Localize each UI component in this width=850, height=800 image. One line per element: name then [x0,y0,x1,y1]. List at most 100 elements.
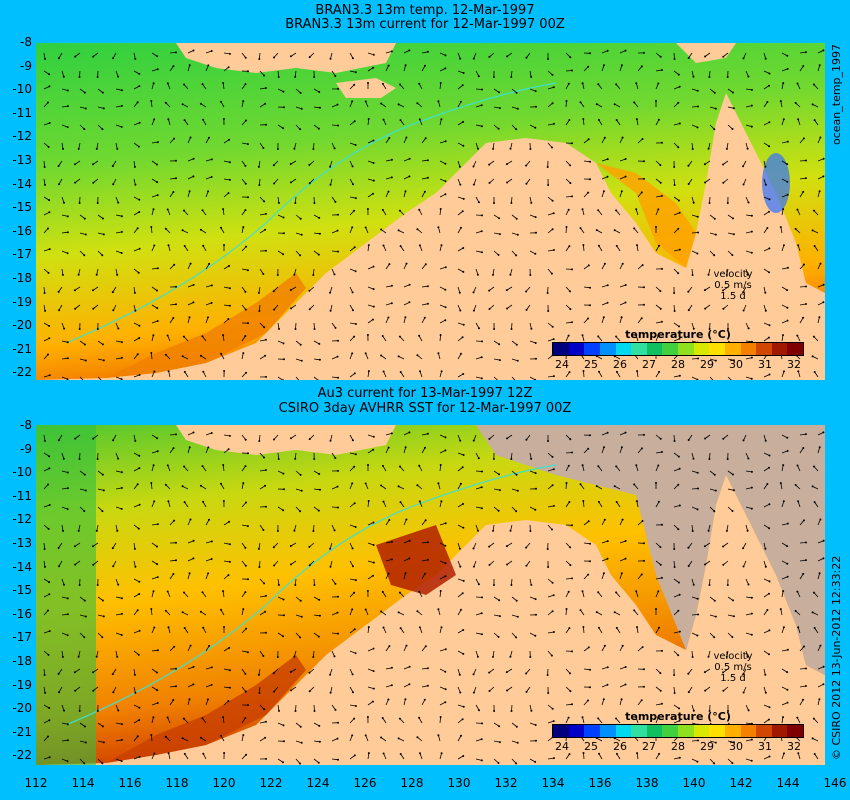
current-arrow-head [380,736,383,739]
current-arrow-head [657,464,660,467]
satellite-islands [176,425,396,455]
current-arrow-head [380,610,383,613]
current-arrow-head [811,737,814,740]
current-arrow-head [57,165,60,167]
current-arrow [399,84,405,90]
current-arrow-head [677,73,680,76]
current-arrow-head [633,227,636,230]
current-arrow-head [764,309,767,312]
current-arrow-head [624,49,627,52]
current-arrow [349,735,353,742]
current-arrow [295,88,301,94]
current-arrow-head [677,483,680,486]
current-arrow [115,506,122,510]
current-arrow-head [353,335,356,338]
current-arrow [115,268,118,275]
current-arrow-head [535,613,537,616]
current-arrow-head [405,136,408,139]
current-arrow [817,284,824,288]
current-arrow-head [552,594,555,597]
current-arrow-head [120,341,123,344]
current-arrow [151,501,155,508]
current-arrow [745,250,752,254]
current-arrow [58,52,63,59]
current-arrow [290,560,297,565]
current-arrow [169,434,177,436]
current-arrow-head [481,470,483,473]
current-arrow [691,614,699,616]
current-arrow [687,286,693,293]
current-arrow-head [786,562,789,565]
current-arrow-head [444,266,447,269]
current-arrow-head [567,590,570,593]
current-arrow-head [424,645,427,648]
current-arrow-head [725,655,728,658]
current-arrow-head [750,633,753,636]
current-arrow [439,753,442,760]
latitude-tick: -10 [12,465,32,480]
current-arrow-head [811,355,814,358]
current-arrow [457,353,462,360]
current-arrow [475,506,482,509]
current-arrow [619,432,626,436]
current-arrow [726,524,729,531]
current-arrow-head [822,557,825,560]
current-arrow-head [74,689,77,692]
current-arrow-head [101,254,104,257]
current-arrow-head [589,52,591,55]
current-arrow-head [207,572,210,575]
current-arrow-head [244,546,247,549]
current-arrow-head [101,510,104,513]
current-arrow [655,209,659,216]
current-arrow-head [595,485,598,488]
current-arrow [673,434,675,442]
current-arrow [583,542,591,545]
current-arrow-head [43,674,46,676]
current-arrow-head [818,572,821,575]
current-arrow-head [525,438,528,441]
current-arrow-head [66,760,69,763]
current-arrow-head [156,320,159,322]
current-arrow [547,268,553,274]
current-arrow-head [95,529,98,532]
current-arrow [43,354,49,360]
current-arrow-head [48,581,51,584]
current-arrow-head [635,334,638,337]
current-arrow-head [477,75,480,78]
current-arrow-head [660,320,663,323]
current-arrow [457,196,464,200]
current-arrow-head [308,56,311,59]
current-arrow [165,736,171,742]
current-arrow [112,542,117,549]
current-arrow-head [498,359,501,362]
current-arrow-head [606,557,609,560]
current-arrow-head [290,563,292,566]
current-arrow-head [606,431,609,434]
current-arrow-head [606,158,609,161]
velocity-legend-1-label: velocity [713,269,753,280]
colorbar-label: 28 [671,358,685,371]
current-arrow-head [714,615,717,618]
current-arrow [745,340,753,343]
longitude-tick: 122 [259,776,283,790]
current-arrow-head [404,190,407,193]
current-arrow-head [813,627,816,629]
current-arrow-head [515,217,518,220]
current-arrow-head [167,370,170,373]
current-arrow-head [659,307,662,310]
current-arrow-head [242,734,245,737]
current-arrow [241,101,244,108]
current-arrow-head [95,147,98,150]
current-arrow [169,65,174,72]
current-arrow [169,520,175,526]
current-arrow [259,686,261,694]
current-arrow [510,650,513,657]
current-arrow-head [818,446,821,449]
current-arrow-head [641,138,644,140]
current-arrow-head [405,644,408,647]
model-cold-patch [762,153,790,213]
current-arrow-head [786,67,789,70]
current-arrow-head [534,126,537,129]
current-arrow-head [354,453,357,456]
current-arrow-head [313,202,316,204]
